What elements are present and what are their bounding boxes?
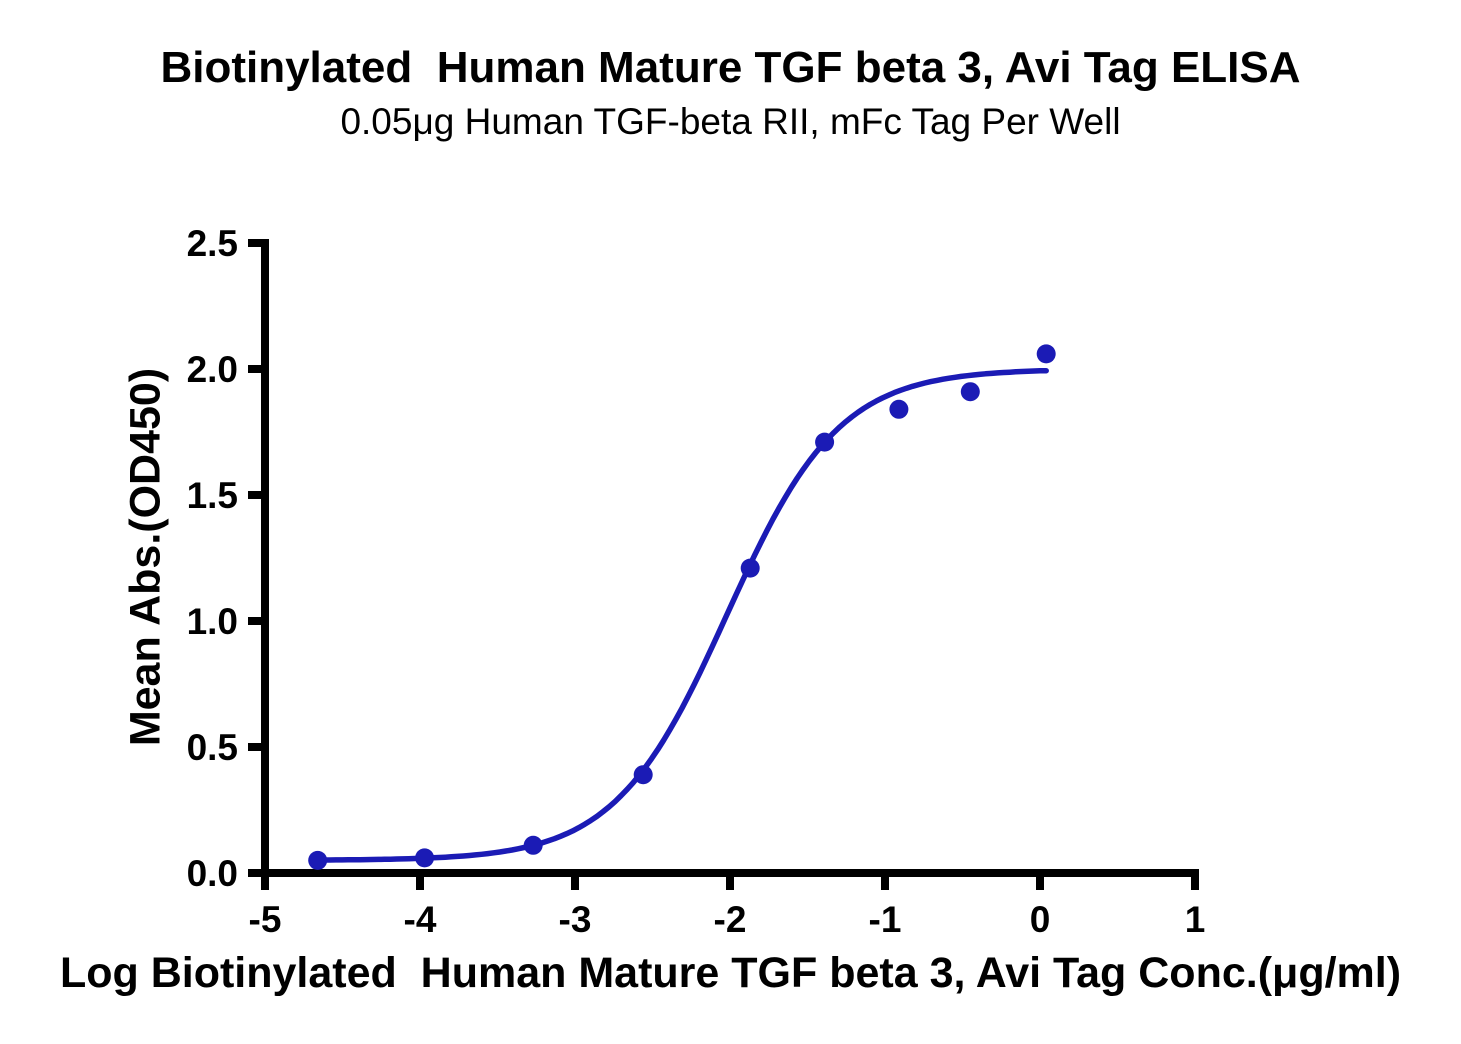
chart-title: Biotinylated Human Mature TGF beta 3, Av… [160, 43, 1301, 92]
y-tick-label: 1.0 [187, 601, 238, 642]
data-point [960, 382, 980, 402]
data-point [740, 558, 760, 578]
x-tick-label: 0 [1030, 899, 1051, 940]
data-point [633, 765, 653, 785]
y-tick-label: 2.5 [187, 223, 238, 264]
x-tick-label: -1 [869, 899, 902, 940]
data-point [308, 850, 328, 870]
data-point [889, 399, 909, 419]
x-tick-label: -4 [404, 899, 437, 940]
x-tick-label: -5 [249, 899, 282, 940]
y-tick-label: 1.5 [187, 475, 238, 516]
y-tick-label: 2.0 [187, 349, 238, 390]
y-tick-label: 0.0 [187, 853, 238, 894]
fit-curve [314, 367, 1049, 863]
data-point [815, 432, 835, 452]
x-tick-label: -3 [559, 899, 592, 940]
x-tick-label: -2 [714, 899, 747, 940]
x-tick-label: 1 [1185, 899, 1206, 940]
data-point [415, 848, 435, 868]
data-point [1036, 344, 1056, 364]
x-axis-label: Log Biotinylated Human Mature TGF beta 3… [59, 949, 1402, 997]
chart-subtitle: 0.05μg Human TGF-beta RII, mFc Tag Per W… [340, 101, 1121, 142]
data-point [523, 835, 543, 855]
y-tick-label: 0.5 [187, 727, 238, 768]
